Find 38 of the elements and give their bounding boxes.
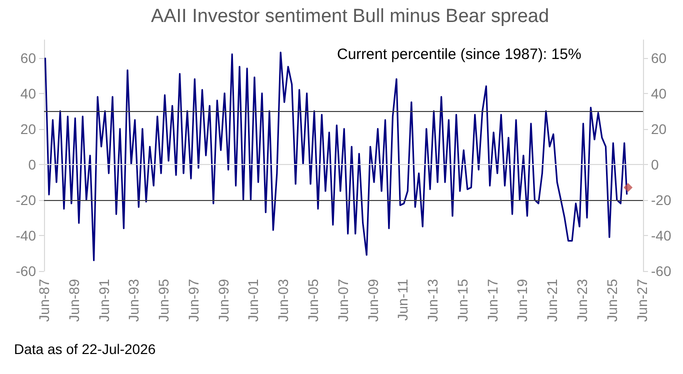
y-tick-label: -20 bbox=[16, 192, 36, 208]
y2-tick-label: 0 bbox=[651, 156, 659, 172]
x-tick-label: Jun-21 bbox=[544, 278, 560, 322]
y2-tick-label: -60 bbox=[651, 263, 672, 279]
x-tick-label: Jun-95 bbox=[156, 278, 172, 322]
y-tick-label: 40 bbox=[20, 85, 36, 102]
x-tick-label: Jun-89 bbox=[66, 278, 82, 322]
x-tick-label: Jun-09 bbox=[364, 278, 381, 322]
x-tick-label: Jun-25 bbox=[604, 278, 620, 322]
y-tick-label: 0 bbox=[28, 156, 36, 172]
x-tick-label: Jun-99 bbox=[215, 278, 232, 322]
x-tick-label: Jun-91 bbox=[96, 278, 112, 322]
y2-tick-label: 20 bbox=[651, 120, 667, 137]
y-tick-label: -40 bbox=[16, 227, 36, 244]
x-tick-label: Jun-15 bbox=[454, 278, 470, 322]
annotation: Current percentile (since 1987): 15% bbox=[337, 46, 582, 63]
x-tick-label: Jun-93 bbox=[126, 278, 142, 322]
y-tick-label: -60 bbox=[16, 263, 36, 279]
y-tick-label: 20 bbox=[20, 120, 36, 137]
x-tick-label: Jun-87 bbox=[36, 278, 52, 322]
x-tick-label: Jun-19 bbox=[514, 278, 530, 322]
x-tick-label: Jun-27 bbox=[634, 278, 650, 322]
chart-title: AAII Investor sentiment Bull minus Bear spread bbox=[150, 6, 550, 27]
x-tick-label: Jun-17 bbox=[484, 278, 500, 322]
y2-tick-label: -40 bbox=[651, 227, 672, 244]
x-tick-label: Jun-11 bbox=[394, 278, 411, 321]
y2-tick-label: 60 bbox=[651, 50, 667, 66]
x-tick-label: Jun-07 bbox=[334, 278, 351, 322]
text: Data as of 22-Jul-2026 bbox=[14, 341, 156, 357]
x-tick-label: Jun-13 bbox=[424, 278, 441, 322]
x-tick-label: Jun-23 bbox=[574, 278, 590, 322]
x-tick-label: Jun-03 bbox=[275, 278, 292, 322]
x-tick-label: Jun-01 bbox=[245, 278, 262, 322]
x-tick-label: Jun-97 bbox=[185, 278, 202, 322]
y2-tick-label: -20 bbox=[651, 192, 672, 208]
y2-tick-label: 40 bbox=[651, 85, 667, 102]
x-tick-label: Jun-05 bbox=[305, 278, 322, 322]
y-tick-label: 60 bbox=[20, 50, 36, 66]
